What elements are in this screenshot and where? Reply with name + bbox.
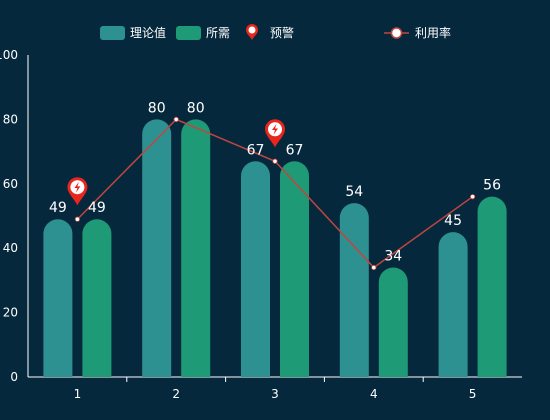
warning-pin-icon bbox=[67, 177, 88, 206]
data-label: 54 bbox=[345, 184, 363, 200]
x-tick-label: 5 bbox=[469, 387, 477, 401]
data-label: 49 bbox=[49, 200, 67, 216]
x-tick-label: 3 bbox=[271, 387, 279, 401]
data-labels: 49 80 67 54 45 49 80 67 34 56 bbox=[49, 100, 501, 264]
legend-item-warning: 预警 bbox=[246, 24, 294, 40]
data-label: 56 bbox=[483, 178, 501, 194]
bar-theory-3 bbox=[241, 161, 270, 377]
legend-label: 理论值 bbox=[130, 25, 166, 40]
line-point-5 bbox=[469, 194, 476, 200]
legend-item-2: 所需 bbox=[176, 26, 230, 40]
line-point-2 bbox=[173, 116, 179, 123]
legend-warning-pin-dot bbox=[248, 26, 256, 34]
x-tick-label: 4 bbox=[370, 387, 378, 401]
warning-pins bbox=[67, 119, 285, 206]
legend: 理论值 所需 预警 利用率 bbox=[100, 24, 451, 40]
bar-theory-2 bbox=[142, 119, 172, 378]
y-tick-label: 0 bbox=[10, 370, 18, 384]
legend-item-1: 理论值 bbox=[100, 25, 166, 40]
bar-required-3 bbox=[280, 161, 309, 377]
y-tick-label: 80 bbox=[3, 112, 18, 126]
lightning-icon bbox=[74, 181, 81, 193]
data-label: 49 bbox=[88, 200, 106, 216]
warning-pin-icon bbox=[265, 119, 285, 148]
legend-line-marker bbox=[390, 27, 403, 39]
line-point-3 bbox=[272, 158, 278, 164]
bar-required-1 bbox=[82, 219, 112, 377]
legend-swatch bbox=[100, 26, 125, 40]
y-tick-label: 40 bbox=[3, 241, 18, 255]
data-label: 67 bbox=[286, 142, 304, 158]
bar-theory-1 bbox=[43, 219, 73, 377]
bar-required-4 bbox=[378, 267, 408, 377]
line-point-4 bbox=[371, 264, 377, 271]
legend-item-line-1: 利用率 bbox=[384, 25, 451, 40]
x-tick-label: 2 bbox=[172, 387, 180, 401]
data-label: 67 bbox=[247, 142, 265, 158]
legend-swatch bbox=[176, 26, 201, 40]
x-tick-label: 1 bbox=[74, 387, 82, 401]
data-label: 80 bbox=[148, 100, 166, 116]
legend-label: 利用率 bbox=[415, 25, 451, 40]
bar-required-2 bbox=[181, 119, 211, 378]
legend-label: 所需 bbox=[206, 26, 230, 40]
bars bbox=[43, 119, 507, 378]
bar-required-5 bbox=[477, 196, 507, 377]
legend-label: 预警 bbox=[270, 25, 294, 40]
y-tick-label: 100 bbox=[0, 48, 18, 62]
line-point-1 bbox=[74, 216, 81, 222]
y-tick-label: 60 bbox=[3, 177, 18, 191]
y-tick-label: 20 bbox=[3, 306, 18, 320]
bar-theory-4 bbox=[339, 203, 369, 377]
bar-theory-5 bbox=[438, 232, 468, 377]
data-label: 80 bbox=[187, 100, 205, 116]
lightning-icon bbox=[272, 123, 278, 135]
line-series bbox=[74, 116, 476, 271]
data-label: 34 bbox=[384, 249, 402, 265]
data-label: 45 bbox=[444, 213, 462, 229]
